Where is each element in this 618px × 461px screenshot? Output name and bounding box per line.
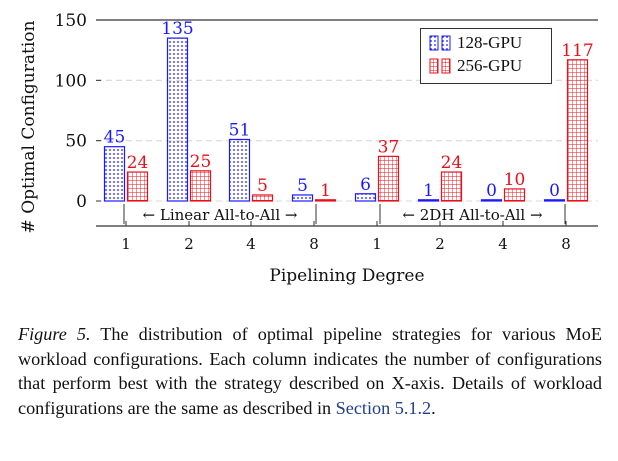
x-tick-label: 1 [372, 235, 382, 253]
group-label: ← 2DH All-to-All → [402, 206, 543, 224]
bar-128gpu [417, 199, 440, 202]
bar-128gpu [543, 199, 566, 202]
bar-128gpu [354, 193, 377, 202]
bar-value-label: 37 [378, 137, 400, 157]
bar-256gpu [503, 188, 526, 202]
bar-value-label: 0 [549, 181, 560, 201]
figure-label: Figure 5. [18, 324, 91, 344]
y-tick-label: 50 [65, 132, 87, 152]
y-tick-label: 150 [55, 11, 87, 31]
bar-128gpu [103, 146, 126, 202]
bar-256gpu [440, 171, 463, 202]
bar-value-label: 1 [423, 181, 434, 201]
section-link[interactable]: Section 5.1.2 [335, 397, 432, 418]
bars [103, 37, 589, 202]
legend-item-series-1: 256-GPU [429, 56, 522, 76]
bar-value-label: 1 [320, 181, 331, 201]
bar-256gpu [251, 194, 274, 202]
bar-256gpu [314, 199, 337, 202]
bar-128gpu [228, 138, 251, 202]
x-tick-label: 2 [435, 235, 445, 253]
bar-value-label: 10 [504, 170, 526, 190]
caption-end: . [431, 397, 436, 418]
legend-label: 256-GPU [457, 56, 523, 75]
group-label: ← Linear All-to-All → [143, 206, 298, 224]
x-tick-label: 2 [184, 235, 194, 253]
x-axis-label: Pipelining Degree [269, 266, 424, 286]
bar-128gpu [480, 199, 503, 202]
legend-swatch-grid [429, 58, 451, 74]
bar-128gpu [166, 37, 189, 202]
y-axis-label: # Optimal Configuration [19, 21, 39, 234]
x-tick-label: 8 [309, 235, 319, 253]
bar-256gpu [189, 170, 212, 202]
legend-label: 128-GPU [457, 33, 523, 52]
figure-caption: Figure 5. The distribution of optimal pi… [18, 322, 602, 420]
y-tick-label: 0 [76, 192, 87, 212]
bar-value-label: 135 [161, 19, 193, 39]
bar-256gpu [377, 155, 400, 202]
bar-value-label: 24 [441, 153, 463, 173]
bar-value-label: 0 [486, 181, 497, 201]
bar-value-label: 117 [561, 41, 593, 61]
bar-128gpu [291, 194, 314, 202]
legend-swatch-dots [429, 35, 451, 51]
x-tick-label: 4 [498, 235, 508, 253]
bar-value-label: 51 [229, 120, 251, 140]
x-tick-label: 1 [121, 235, 131, 253]
bar-value-label: 45 [104, 128, 126, 148]
x-tick-label: 4 [246, 235, 256, 253]
legend-item-series-0: 128-GPU [429, 33, 522, 53]
bar-256gpu [566, 59, 589, 202]
x-tick-label: 8 [561, 235, 571, 253]
caption-text: The distribution of optimal pipeline str… [18, 324, 602, 418]
bar-value-label: 25 [190, 152, 212, 172]
bar-value-label: 5 [257, 176, 268, 196]
bar-value-label: 24 [127, 153, 149, 173]
legend: 128-GPU 256-GPU [420, 28, 552, 84]
bar-256gpu [126, 171, 149, 202]
y-tick-label: 100 [55, 71, 87, 91]
bar-value-label: 6 [360, 175, 371, 195]
bar-value-label: 5 [297, 176, 308, 196]
